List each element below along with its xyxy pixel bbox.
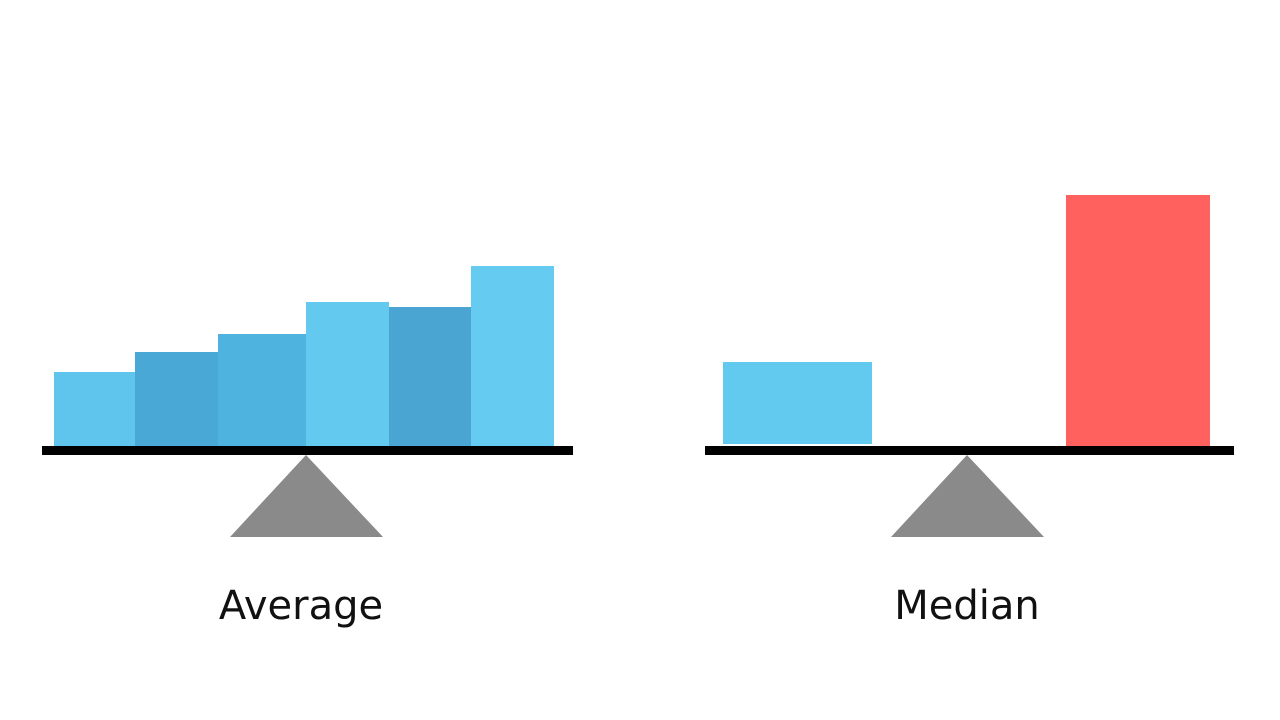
bar xyxy=(1066,195,1210,446)
bar xyxy=(135,352,218,446)
fulcrum xyxy=(230,455,383,537)
bar xyxy=(389,307,471,446)
bar xyxy=(54,372,135,446)
fulcrum xyxy=(891,455,1044,537)
beam xyxy=(705,446,1234,455)
average-seesaw: Average xyxy=(42,266,573,629)
average-label: Average xyxy=(219,583,383,629)
bar xyxy=(723,362,872,444)
bar xyxy=(218,334,306,446)
beam xyxy=(42,446,573,455)
bar xyxy=(306,302,389,446)
bar xyxy=(471,266,554,446)
median-label: Median xyxy=(894,583,1040,629)
median-seesaw: Median xyxy=(705,195,1234,629)
